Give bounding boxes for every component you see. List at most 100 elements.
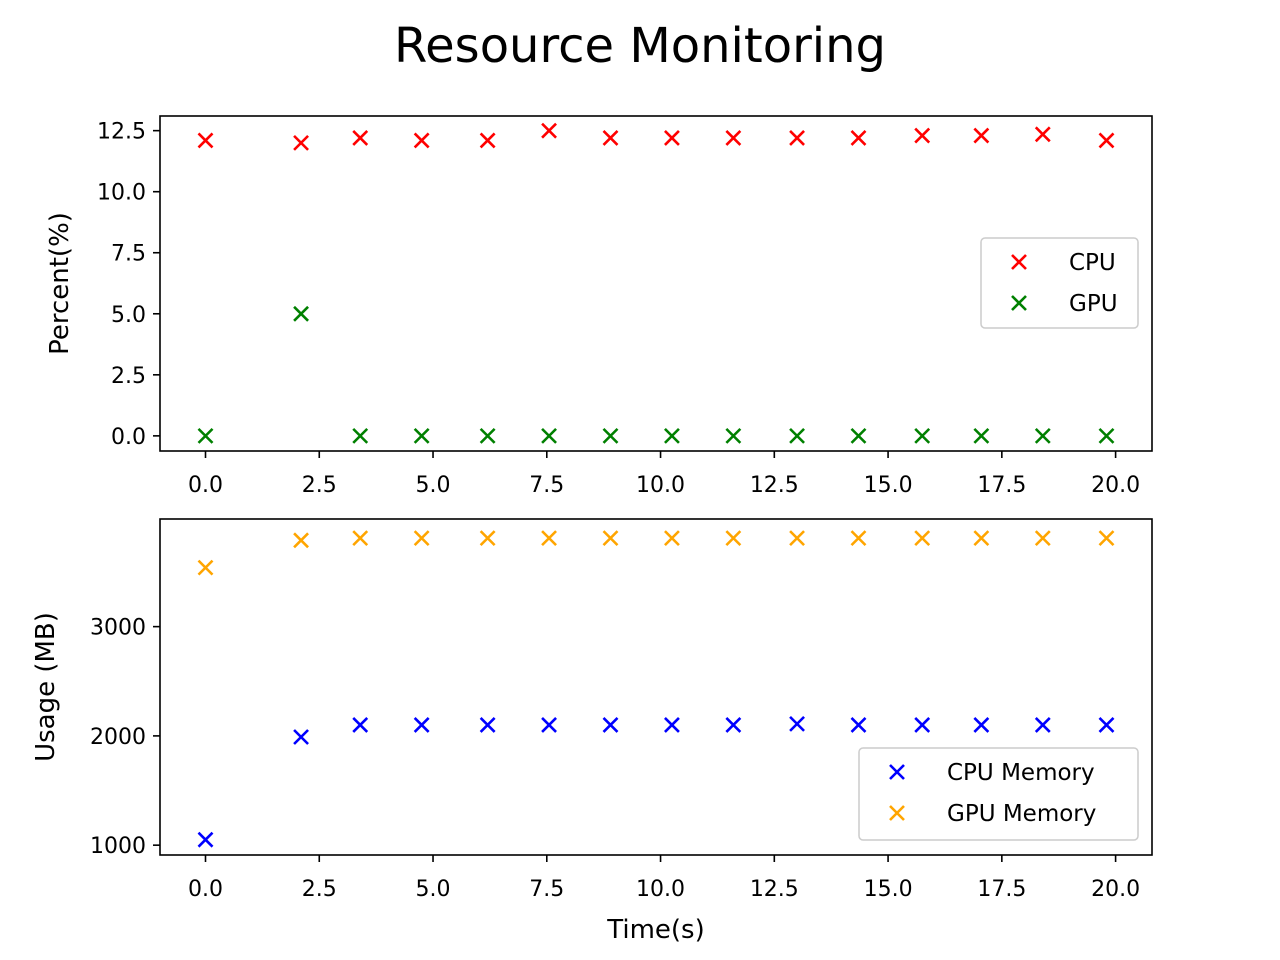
legend-label: GPU Memory: [947, 801, 1096, 827]
data-point: [352, 130, 369, 146]
data-point: [479, 427, 496, 444]
y-tick-label: 12.5: [97, 120, 146, 145]
x-tick-label: 15.0: [864, 877, 913, 902]
x-tick-label: 17.5: [977, 877, 1026, 902]
data-point: [352, 427, 369, 444]
data-point: [541, 122, 557, 139]
x-tick-label: 2.5: [302, 877, 337, 902]
cpu-gpu-percent-plot: 0.0 2.5 5.0 7.5 10.0 12.5 15.0 17.5 20.0 0.0 2.5 5.…: [45, 115, 1153, 498]
x-tick-label: 10.0: [636, 473, 685, 498]
axes-frame: [159, 115, 1153, 452]
x-tick-label: 10.0: [636, 877, 685, 902]
axes-frame: [159, 518, 1153, 856]
data-point: [1034, 530, 1051, 547]
data-point: [293, 305, 309, 322]
data-point: [1098, 132, 1115, 149]
data-point: [293, 134, 309, 151]
data-point: [725, 530, 742, 547]
data-point: [914, 127, 931, 144]
series-gpu: [197, 305, 1115, 444]
x-tick-label: 0.0: [188, 473, 223, 498]
data-point: [602, 427, 619, 444]
data-point: [1098, 427, 1115, 444]
data-point: [789, 130, 805, 146]
y-tick-label: 3000: [90, 616, 146, 641]
data-point: [914, 717, 931, 733]
legend-marker: [889, 764, 905, 780]
data-point: [541, 530, 557, 547]
data-point: [914, 530, 931, 547]
data-point: [664, 530, 680, 547]
y-tick-label: 5.0: [111, 303, 146, 328]
data-point: [413, 717, 430, 733]
memory-usage-plot: 0.0 2.5 5.0 7.5 10.0 12.5 15.0 17.5 20.0 1000 2000…: [31, 518, 1153, 945]
data-point: [197, 559, 214, 576]
data-point: [850, 130, 867, 146]
x-tick-label: 20.0: [1091, 877, 1140, 902]
series-gpu-memory: [197, 530, 1115, 576]
x-tick-label: 7.5: [529, 473, 564, 498]
data-point: [413, 530, 430, 547]
y-tick-label: 2.5: [111, 364, 146, 389]
data-point: [664, 427, 680, 444]
figure-title: Resource Monitoring: [394, 18, 886, 74]
y-tick-label: 1000: [90, 834, 146, 859]
data-point: [479, 530, 496, 547]
data-point: [789, 530, 805, 547]
data-point: [789, 715, 805, 732]
x-tick-label: 7.5: [529, 877, 564, 902]
y-tick-label: 2000: [90, 725, 146, 750]
legend-label: GPU: [1069, 291, 1118, 317]
data-point: [602, 530, 619, 547]
data-point: [664, 130, 680, 146]
data-point: [664, 717, 680, 733]
data-point: [1034, 427, 1051, 444]
data-point: [789, 427, 805, 444]
data-point: [1098, 530, 1115, 547]
data-point: [541, 717, 557, 733]
data-point: [602, 717, 619, 733]
data-point: [293, 729, 309, 745]
data-point: [914, 427, 931, 444]
legend-label: CPU: [1069, 250, 1116, 276]
legend: CPU Memory GPU Memory: [858, 747, 1139, 841]
data-point: [973, 427, 990, 444]
y-tick-label: 10.0: [97, 181, 146, 206]
data-point: [197, 132, 214, 149]
x-tick-label: 5.0: [416, 877, 451, 902]
data-point: [973, 717, 990, 733]
legend-marker: [1011, 254, 1027, 270]
legend-label: CPU Memory: [947, 760, 1095, 786]
data-point: [413, 132, 430, 149]
x-tick-label: 12.5: [750, 473, 799, 498]
data-point: [1098, 717, 1115, 733]
x-tick-label: 5.0: [416, 473, 451, 498]
data-point: [479, 132, 496, 149]
legend-marker: [889, 805, 905, 821]
data-point: [973, 127, 990, 144]
data-point: [197, 427, 214, 444]
data-point: [1034, 717, 1051, 733]
series-cpu-memory: [197, 715, 1115, 848]
data-point: [850, 427, 867, 444]
y-tick-label: 7.5: [111, 242, 146, 267]
x-tick-label: 15.0: [864, 473, 913, 498]
data-point: [541, 427, 557, 444]
data-point: [479, 717, 496, 733]
legend-box: [858, 747, 1139, 841]
data-point: [413, 427, 430, 444]
data-point: [725, 427, 742, 444]
legend-marker: [1011, 295, 1027, 311]
y-axis-title: Usage (MB): [31, 612, 61, 762]
y-axis-title: Percent(%): [45, 212, 75, 355]
x-tick-label: 17.5: [977, 473, 1026, 498]
x-tick-label: 20.0: [1091, 473, 1140, 498]
x-tick-label: 0.0: [188, 877, 223, 902]
data-point: [725, 717, 742, 733]
data-point: [850, 717, 867, 733]
x-tick-label: 12.5: [750, 877, 799, 902]
data-point: [850, 530, 867, 547]
data-point: [293, 532, 309, 549]
x-axis-title: Time(s): [606, 915, 704, 945]
